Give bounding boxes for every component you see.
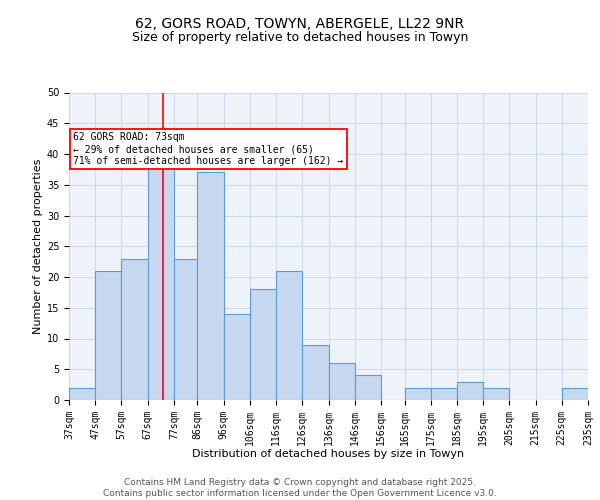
Bar xyxy=(457,382,483,400)
Bar xyxy=(174,258,197,400)
Bar xyxy=(95,271,121,400)
Bar xyxy=(431,388,457,400)
X-axis label: Distribution of detached houses by size in Towyn: Distribution of detached houses by size … xyxy=(193,449,464,459)
Bar xyxy=(121,258,148,400)
Bar xyxy=(224,314,250,400)
Text: Size of property relative to detached houses in Towyn: Size of property relative to detached ho… xyxy=(132,31,468,44)
Bar xyxy=(329,363,355,400)
Bar xyxy=(148,154,174,400)
Bar xyxy=(404,388,431,400)
Bar xyxy=(69,388,95,400)
Bar xyxy=(355,376,381,400)
Y-axis label: Number of detached properties: Number of detached properties xyxy=(32,158,43,334)
Bar xyxy=(250,290,276,400)
Text: Contains HM Land Registry data © Crown copyright and database right 2025.
Contai: Contains HM Land Registry data © Crown c… xyxy=(103,478,497,498)
Text: 62 GORS ROAD: 73sqm
← 29% of detached houses are smaller (65)
71% of semi-detach: 62 GORS ROAD: 73sqm ← 29% of detached ho… xyxy=(73,132,343,166)
Bar xyxy=(276,271,302,400)
Text: 62, GORS ROAD, TOWYN, ABERGELE, LL22 9NR: 62, GORS ROAD, TOWYN, ABERGELE, LL22 9NR xyxy=(136,18,464,32)
Bar xyxy=(483,388,509,400)
Bar xyxy=(302,344,329,400)
Bar xyxy=(562,388,588,400)
Bar xyxy=(197,172,224,400)
